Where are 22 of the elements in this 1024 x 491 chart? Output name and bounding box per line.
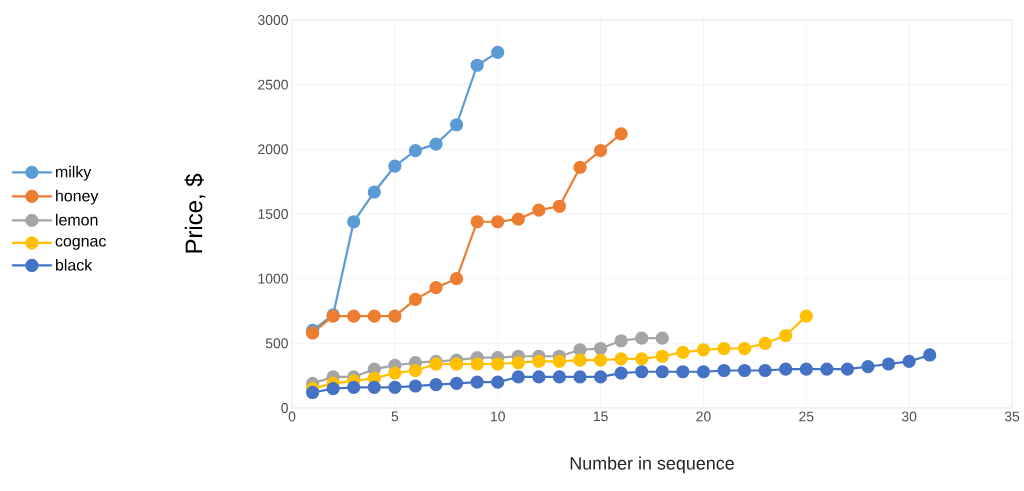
legend-label: cognac [55, 237, 106, 250]
legend-label: honey [56, 189, 99, 205]
x-tick-label: 10 [491, 411, 505, 422]
y-tick-label: 3000 [257, 15, 288, 25]
x-tick-label: 5 [391, 411, 399, 422]
y-tick-label: 0 [281, 403, 288, 413]
legend-label: milky [56, 165, 92, 181]
y-tick-label: 500 [265, 338, 288, 349]
legend-label: lemon [56, 213, 98, 226]
y-axis-title: Price, $ [184, 173, 206, 253]
x-axis-title: Number in sequence [570, 456, 734, 474]
y-tick-label: 2000 [258, 144, 288, 155]
legend-label: black [56, 258, 93, 271]
y-tick-label: 2500 [258, 79, 288, 90]
x-tick-label: 15 [593, 411, 608, 422]
x-tick-label: 20 [696, 411, 711, 422]
x-tick-label: 0 [288, 411, 296, 422]
x-tick-label: 25 [799, 411, 814, 422]
y-tick-label: 1500 [258, 209, 288, 219]
x-tick-label: 30 [901, 411, 917, 422]
y-tick-label: 1000 [258, 273, 288, 284]
x-tick-label: 35 [1004, 411, 1020, 422]
